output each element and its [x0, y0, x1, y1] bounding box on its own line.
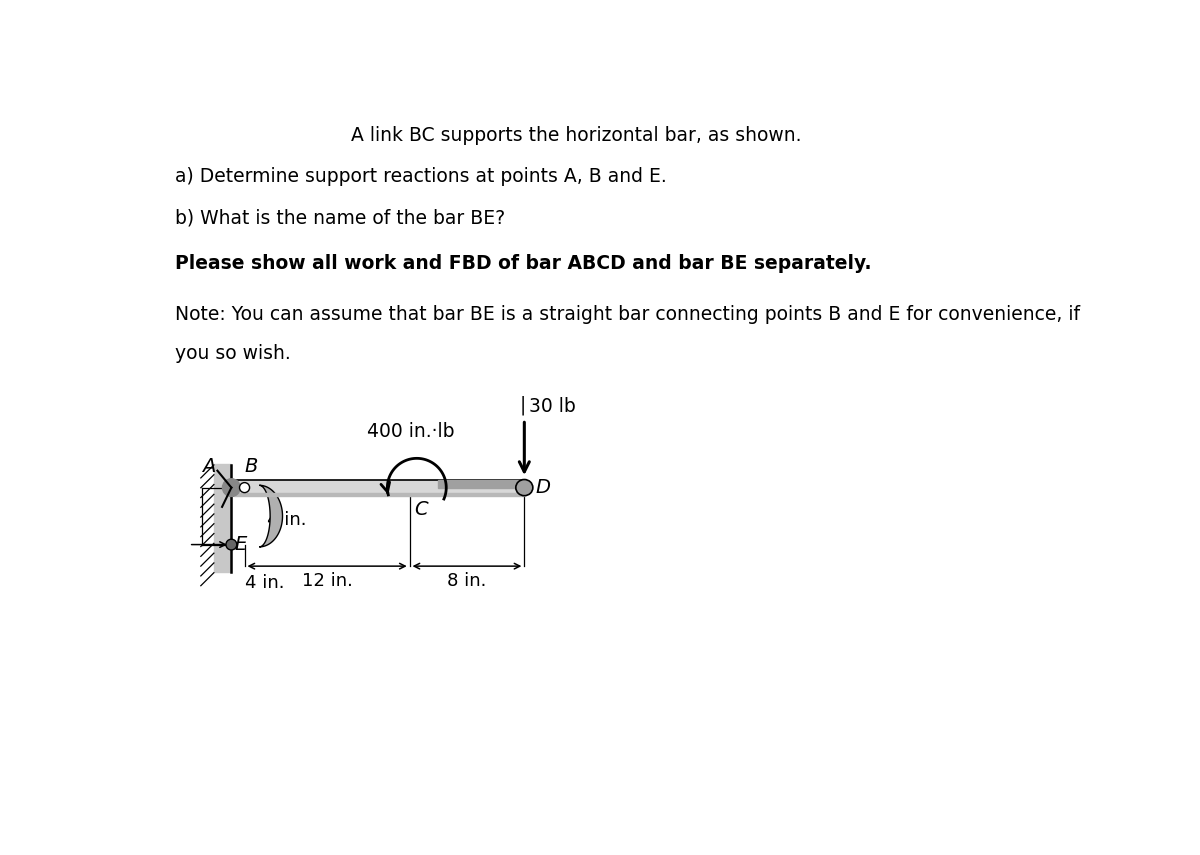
Circle shape [240, 482, 250, 492]
Polygon shape [259, 486, 282, 547]
Text: Please show all work and FBD of bar ABCD and bar BE separately.: Please show all work and FBD of bar ABCD… [175, 254, 871, 274]
Text: C: C [414, 500, 428, 519]
Text: B: B [245, 457, 258, 476]
Text: |: | [520, 395, 526, 415]
Bar [234, 493, 524, 496]
Text: b) What is the name of the bar BE?: b) What is the name of the bar BE? [175, 208, 505, 227]
Text: a) Determine support reactions at points A, B and E.: a) Determine support reactions at points… [175, 167, 666, 186]
Text: E: E [234, 535, 247, 554]
Bar [234, 480, 524, 496]
Circle shape [226, 540, 236, 550]
Text: you so wish.: you so wish. [175, 344, 290, 363]
Text: 4 in.: 4 in. [245, 574, 284, 592]
Text: A: A [202, 457, 215, 476]
Text: 30 lb: 30 lb [529, 398, 576, 416]
Text: 12 in.: 12 in. [301, 571, 353, 590]
Bar [215, 464, 232, 572]
Text: D: D [535, 478, 550, 497]
Text: A link BC supports the horizontal bar, as shown.: A link BC supports the horizontal bar, a… [352, 126, 802, 144]
Bar [438, 480, 524, 488]
Text: 400 in.·lb: 400 in.·lb [367, 422, 455, 441]
Text: 8 in.: 8 in. [448, 571, 487, 590]
Ellipse shape [516, 480, 533, 496]
Circle shape [222, 479, 240, 497]
Text: 4 in.: 4 in. [268, 511, 306, 529]
Text: Note: You can assume that bar BE is a straight bar connecting points B and E for: Note: You can assume that bar BE is a st… [175, 305, 1080, 324]
